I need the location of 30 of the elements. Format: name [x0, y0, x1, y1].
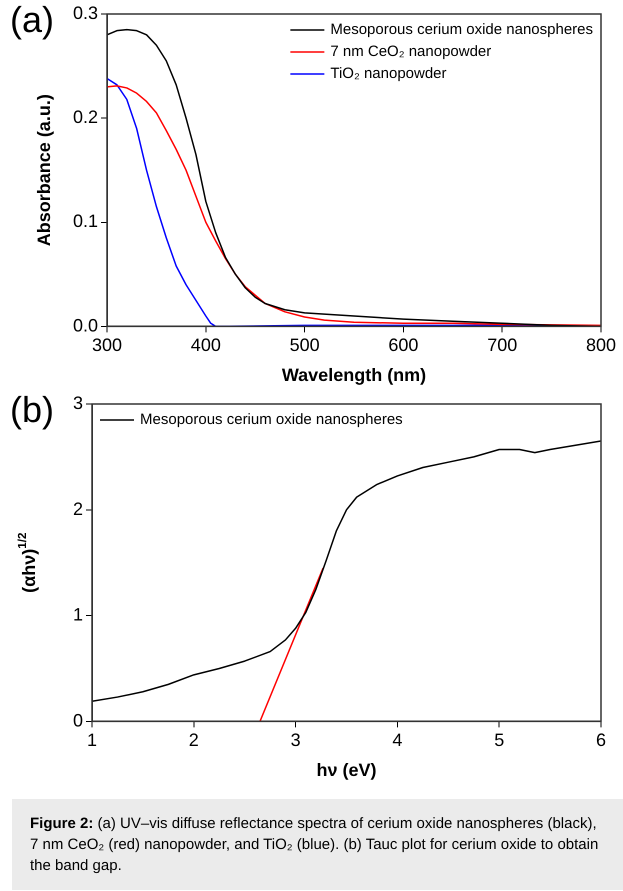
x-tick-label: 4	[392, 730, 402, 750]
y-tick-label: 1	[72, 604, 84, 625]
x-tick-label: 400	[190, 335, 221, 356]
caption: Figure 2: (a) UV–vis diffuse reflectance spectra of cerium oxide nanospheres (black), 7 nm CeO₂ (red) nanopowder, and TiO₂ (blue). (b) Tauc plot for cerium oxide to obtain the band gap.	[30, 815, 598, 874]
y-tick-label: 0.3	[72, 2, 98, 23]
y-tick-label: 2	[72, 498, 84, 519]
x-tick-label: 600	[388, 335, 418, 356]
y-axis-title: (αhν)1/2	[16, 532, 39, 593]
y-tick-label: 0.1	[72, 211, 98, 232]
x-tick-label: 5	[494, 730, 504, 750]
legend-label: TiO₂ nanopowder	[330, 65, 447, 82]
y-tick-label: 0.2	[72, 107, 98, 128]
x-tick-label: 700	[487, 335, 518, 356]
x-axis-title: Wavelength (nm)	[282, 364, 426, 385]
x-tick-label: 800	[586, 335, 616, 356]
x-tick-label: 3	[290, 730, 301, 750]
x-axis-title: hν (eV)	[316, 760, 377, 780]
x-tick-label: 6	[596, 730, 606, 750]
x-tick-label: 500	[290, 335, 320, 356]
y-tick-label: 0.0	[72, 315, 98, 336]
y-axis-title: Absorbance (a.u.)	[34, 94, 54, 246]
chart-title: (b)	[10, 388, 54, 430]
x-tick-label: 2	[188, 730, 199, 750]
chart-title: (a)	[10, 0, 54, 40]
y-tick-label: 0	[72, 710, 84, 730]
x-tick-label: 300	[92, 335, 122, 356]
y-tick-label: 3	[72, 392, 84, 413]
legend-label: 7 nm CeO₂ nanopowder	[330, 43, 492, 60]
legend-label: Mesoporous cerium oxide nanospheres	[330, 21, 594, 38]
legend-label: Mesoporous cerium oxide nanospheres	[140, 411, 403, 428]
